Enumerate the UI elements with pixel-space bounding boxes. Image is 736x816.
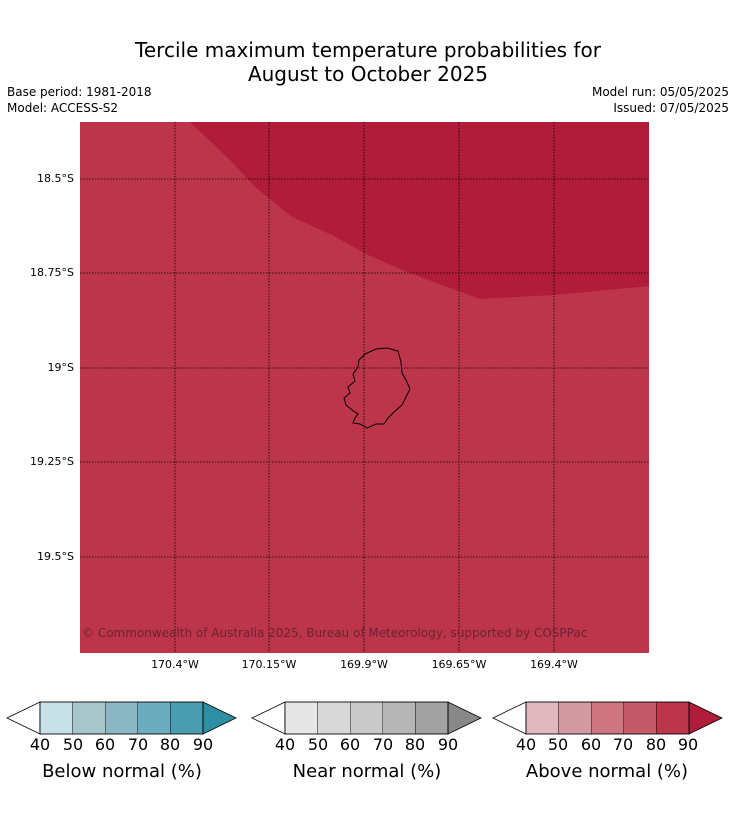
colorbar-swatch (525, 701, 559, 735)
below-tick-80: 80 (159, 735, 181, 754)
colorbar-swatch (656, 701, 690, 735)
title-line-2: August to October 2025 (247, 62, 489, 86)
niue-island-outline (343, 347, 411, 429)
colorbar-near-label: Near normal (%) (292, 761, 442, 782)
near-tick-40: 40 (274, 735, 296, 754)
lat-label-2: 18.75°S (30, 266, 74, 279)
below-tick-40: 40 (29, 735, 51, 754)
lon-label-5: 169.4°W (530, 658, 578, 671)
colorbar-swatch (558, 701, 592, 735)
title-line-1: Tercile maximum temperature probabilitie… (135, 38, 601, 62)
near-tick-50: 50 (307, 735, 329, 754)
colorbar-below-label: Below normal (%) (42, 761, 202, 782)
near-tick-80: 80 (404, 735, 426, 754)
lon-label-4: 169.65°W (431, 658, 487, 671)
colorbar-swatch (349, 701, 383, 735)
lon-label-2: 170.15°W (241, 658, 297, 671)
issued-text: Issued: 07/05/2025 (613, 101, 729, 115)
meta-left: Base period: 1981-2018 Model: ACCESS-S2 (7, 84, 152, 116)
colorbar-above-normal (492, 700, 724, 740)
above-tick-50: 50 (547, 735, 569, 754)
model-run-text: Model run: 05/05/2025 (591, 85, 729, 99)
colorbar-swatch (137, 701, 171, 735)
model-text: Model: ACCESS-S2 (7, 101, 119, 115)
base-period-text: Base period: 1981-2018 (7, 85, 152, 99)
graticule (80, 122, 649, 653)
colorbar-swatch (382, 701, 416, 735)
colorbar-swatch (104, 701, 138, 735)
map-panel[interactable] (80, 122, 649, 653)
above-tick-90: 90 (677, 735, 699, 754)
colorbar-above-label: Above normal (%) (525, 761, 689, 782)
below-tick-90: 90 (192, 735, 214, 754)
map-title: Tercile maximum temperature probabilitie… (0, 38, 736, 86)
colorbar-swatch (72, 701, 106, 735)
copyright-text: © Commonwealth of Australia 2025, Bureau… (82, 626, 588, 640)
below-tick-60: 60 (94, 735, 116, 754)
meta-right: Model run: 05/05/2025 Issued: 07/05/2025 (592, 84, 729, 116)
colorbar-near-normal (251, 700, 483, 740)
colorbar-swatch (39, 701, 73, 735)
near-tick-60: 60 (339, 735, 361, 754)
colorbar-swatch (170, 701, 204, 735)
probability-zone-80-90 (190, 122, 649, 299)
above-tick-40: 40 (515, 735, 537, 754)
colorbar-swatch (623, 701, 657, 735)
lon-label-3: 169.9°W (340, 658, 388, 671)
colorbar-swatch (284, 701, 318, 735)
below-tick-50: 50 (62, 735, 84, 754)
lat-label-5: 19.5°S (37, 550, 74, 563)
lat-label-4: 19.25°S (30, 455, 74, 468)
colorbar-swatch (317, 701, 351, 735)
above-tick-70: 70 (612, 735, 634, 754)
colorbar-swatch (590, 701, 624, 735)
above-tick-60: 60 (580, 735, 602, 754)
below-tick-70: 70 (127, 735, 149, 754)
lon-label-1: 170.4°W (151, 658, 199, 671)
colorbar-swatch (415, 701, 449, 735)
near-tick-90: 90 (437, 735, 459, 754)
map-canvas (80, 122, 649, 653)
near-tick-70: 70 (372, 735, 394, 754)
colorbar-below-normal (6, 700, 238, 740)
lat-label-3: 19°S (47, 361, 74, 374)
above-tick-80: 80 (645, 735, 667, 754)
lat-label-1: 18.5°S (37, 172, 74, 185)
